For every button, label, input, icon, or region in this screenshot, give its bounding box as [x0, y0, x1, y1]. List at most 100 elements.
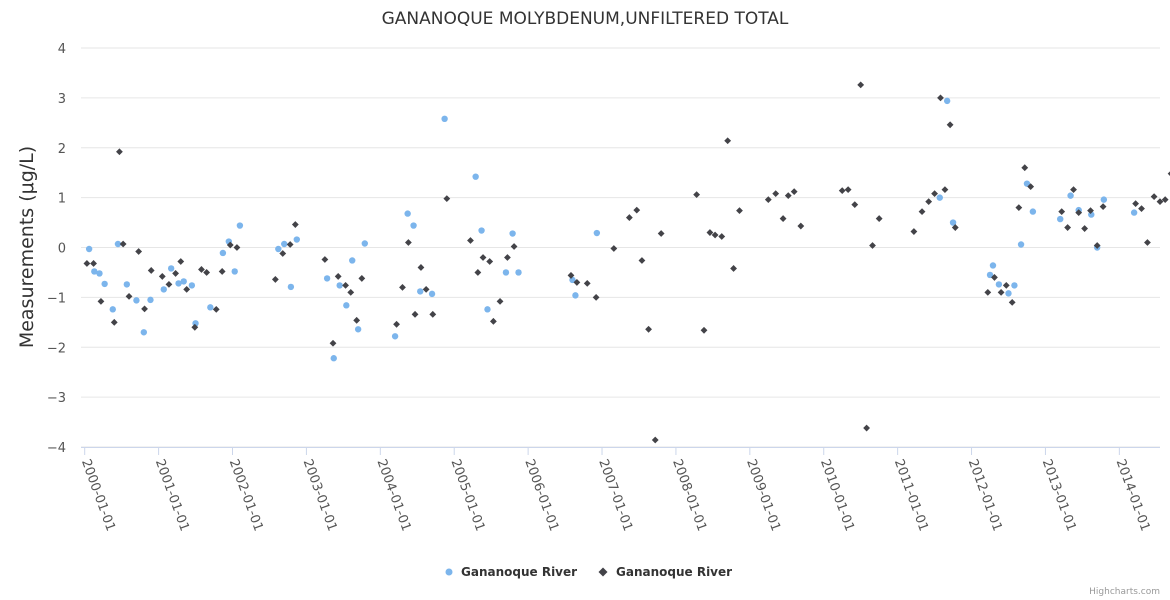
- data-point-circle[interactable]: [293, 236, 300, 243]
- data-point-circle[interactable]: [1100, 196, 1108, 203]
- data-point-diamond[interactable]: [869, 242, 876, 249]
- data-point-diamond[interactable]: [1161, 196, 1169, 204]
- data-point-circle[interactable]: [943, 97, 951, 105]
- data-point-circle[interactable]: [133, 297, 140, 304]
- data-point-circle[interactable]: [410, 222, 417, 229]
- data-point-circle[interactable]: [502, 269, 510, 276]
- data-point-circle[interactable]: [336, 282, 343, 289]
- data-point-diamond[interactable]: [1002, 282, 1010, 289]
- data-point-diamond[interactable]: [711, 231, 719, 239]
- data-point-diamond[interactable]: [417, 264, 425, 271]
- data-point-diamond[interactable]: [1087, 207, 1094, 214]
- data-point-diamond[interactable]: [489, 317, 497, 325]
- data-point-diamond[interactable]: [951, 224, 959, 231]
- data-point-circle[interactable]: [441, 115, 448, 123]
- data-point-diamond[interactable]: [984, 288, 992, 296]
- data-point-diamond[interactable]: [1070, 186, 1077, 194]
- data-point-circle[interactable]: [123, 281, 131, 288]
- data-point-diamond[interactable]: [183, 285, 191, 293]
- data-point-diamond[interactable]: [422, 285, 430, 293]
- data-point-diamond[interactable]: [83, 260, 91, 267]
- data-point-circle[interactable]: [354, 326, 362, 333]
- data-point-diamond[interactable]: [918, 208, 926, 215]
- data-point-diamond[interactable]: [772, 190, 780, 198]
- data-point-diamond[interactable]: [851, 201, 859, 209]
- data-point-circle[interactable]: [287, 283, 295, 291]
- data-point-circle[interactable]: [1067, 192, 1074, 199]
- data-point-diamond[interactable]: [1075, 209, 1083, 216]
- data-point-diamond[interactable]: [141, 305, 148, 313]
- data-point-diamond[interactable]: [863, 424, 871, 432]
- data-point-diamond[interactable]: [910, 228, 918, 235]
- data-point-circle[interactable]: [180, 278, 187, 285]
- data-point-diamond[interactable]: [404, 239, 412, 246]
- data-point-diamond[interactable]: [496, 297, 504, 305]
- data-point-circle[interactable]: [989, 262, 997, 269]
- data-point-diamond[interactable]: [177, 258, 185, 265]
- data-point-diamond[interactable]: [592, 293, 600, 301]
- data-point-diamond[interactable]: [467, 237, 474, 244]
- data-point-diamond[interactable]: [358, 275, 366, 282]
- data-point-diamond[interactable]: [226, 241, 234, 249]
- data-point-diamond[interactable]: [172, 270, 179, 277]
- data-point-diamond[interactable]: [633, 206, 641, 214]
- data-point-diamond[interactable]: [1167, 170, 1170, 177]
- legend-item-diamond[interactable]: Gananoque River: [598, 565, 733, 579]
- data-point-circle[interactable]: [219, 249, 227, 257]
- data-point-diamond[interactable]: [411, 310, 419, 318]
- data-point-circle[interactable]: [515, 269, 522, 276]
- data-point-diamond[interactable]: [941, 186, 949, 194]
- data-point-diamond[interactable]: [567, 272, 575, 279]
- data-point-diamond[interactable]: [347, 288, 355, 296]
- data-point-diamond[interactable]: [1099, 203, 1107, 211]
- data-point-diamond[interactable]: [1093, 242, 1101, 249]
- data-point-diamond[interactable]: [925, 198, 933, 206]
- data-point-circle[interactable]: [1130, 209, 1138, 216]
- series-circle-points[interactable]: [85, 97, 1138, 362]
- data-point-circle[interactable]: [472, 173, 479, 180]
- data-point-circle[interactable]: [417, 288, 424, 295]
- data-point-diamond[interactable]: [158, 273, 166, 280]
- data-point-circle[interactable]: [509, 230, 516, 237]
- data-point-diamond[interactable]: [329, 339, 337, 347]
- data-point-diamond[interactable]: [510, 243, 518, 250]
- data-point-circle[interactable]: [949, 219, 957, 226]
- data-point-diamond[interactable]: [844, 186, 852, 194]
- data-point-diamond[interactable]: [730, 265, 737, 272]
- data-point-circle[interactable]: [188, 282, 196, 289]
- data-point-circle[interactable]: [109, 306, 116, 313]
- data-point-circle[interactable]: [323, 275, 331, 282]
- legend-label-diamond[interactable]: Gananoque River: [616, 565, 732, 579]
- data-point-diamond[interactable]: [1058, 208, 1066, 215]
- data-point-diamond[interactable]: [583, 280, 591, 287]
- credits-link[interactable]: Highcharts.com: [1089, 587, 1160, 597]
- data-point-diamond[interactable]: [279, 250, 287, 257]
- data-point-circle[interactable]: [995, 281, 1003, 288]
- data-point-diamond[interactable]: [1144, 239, 1151, 246]
- data-point-diamond[interactable]: [651, 436, 659, 444]
- data-point-diamond[interactable]: [1015, 204, 1023, 211]
- data-point-diamond[interactable]: [997, 288, 1005, 296]
- data-point-diamond[interactable]: [147, 267, 155, 274]
- data-point-circle[interactable]: [236, 222, 244, 229]
- data-point-circle[interactable]: [1017, 241, 1025, 248]
- data-point-circle[interactable]: [1029, 208, 1037, 215]
- data-point-diamond[interactable]: [191, 323, 199, 331]
- data-point-diamond[interactable]: [931, 190, 938, 198]
- data-point-circle[interactable]: [281, 240, 288, 248]
- data-point-diamond[interactable]: [1008, 298, 1016, 306]
- data-point-circle[interactable]: [175, 280, 182, 287]
- data-point-circle[interactable]: [275, 245, 282, 253]
- data-point-circle[interactable]: [207, 304, 214, 311]
- data-point-circle[interactable]: [478, 227, 485, 234]
- legend-label-circle[interactable]: Gananoque River: [461, 565, 577, 579]
- data-point-diamond[interactable]: [645, 325, 652, 333]
- data-point-diamond[interactable]: [779, 215, 787, 222]
- data-point-circle[interactable]: [91, 268, 98, 275]
- data-point-circle[interactable]: [484, 306, 491, 313]
- data-point-diamond[interactable]: [724, 137, 732, 145]
- data-point-diamond[interactable]: [321, 256, 329, 263]
- data-point-diamond[interactable]: [212, 305, 220, 313]
- data-point-circle[interactable]: [572, 292, 579, 299]
- data-point-diamond[interactable]: [764, 196, 772, 204]
